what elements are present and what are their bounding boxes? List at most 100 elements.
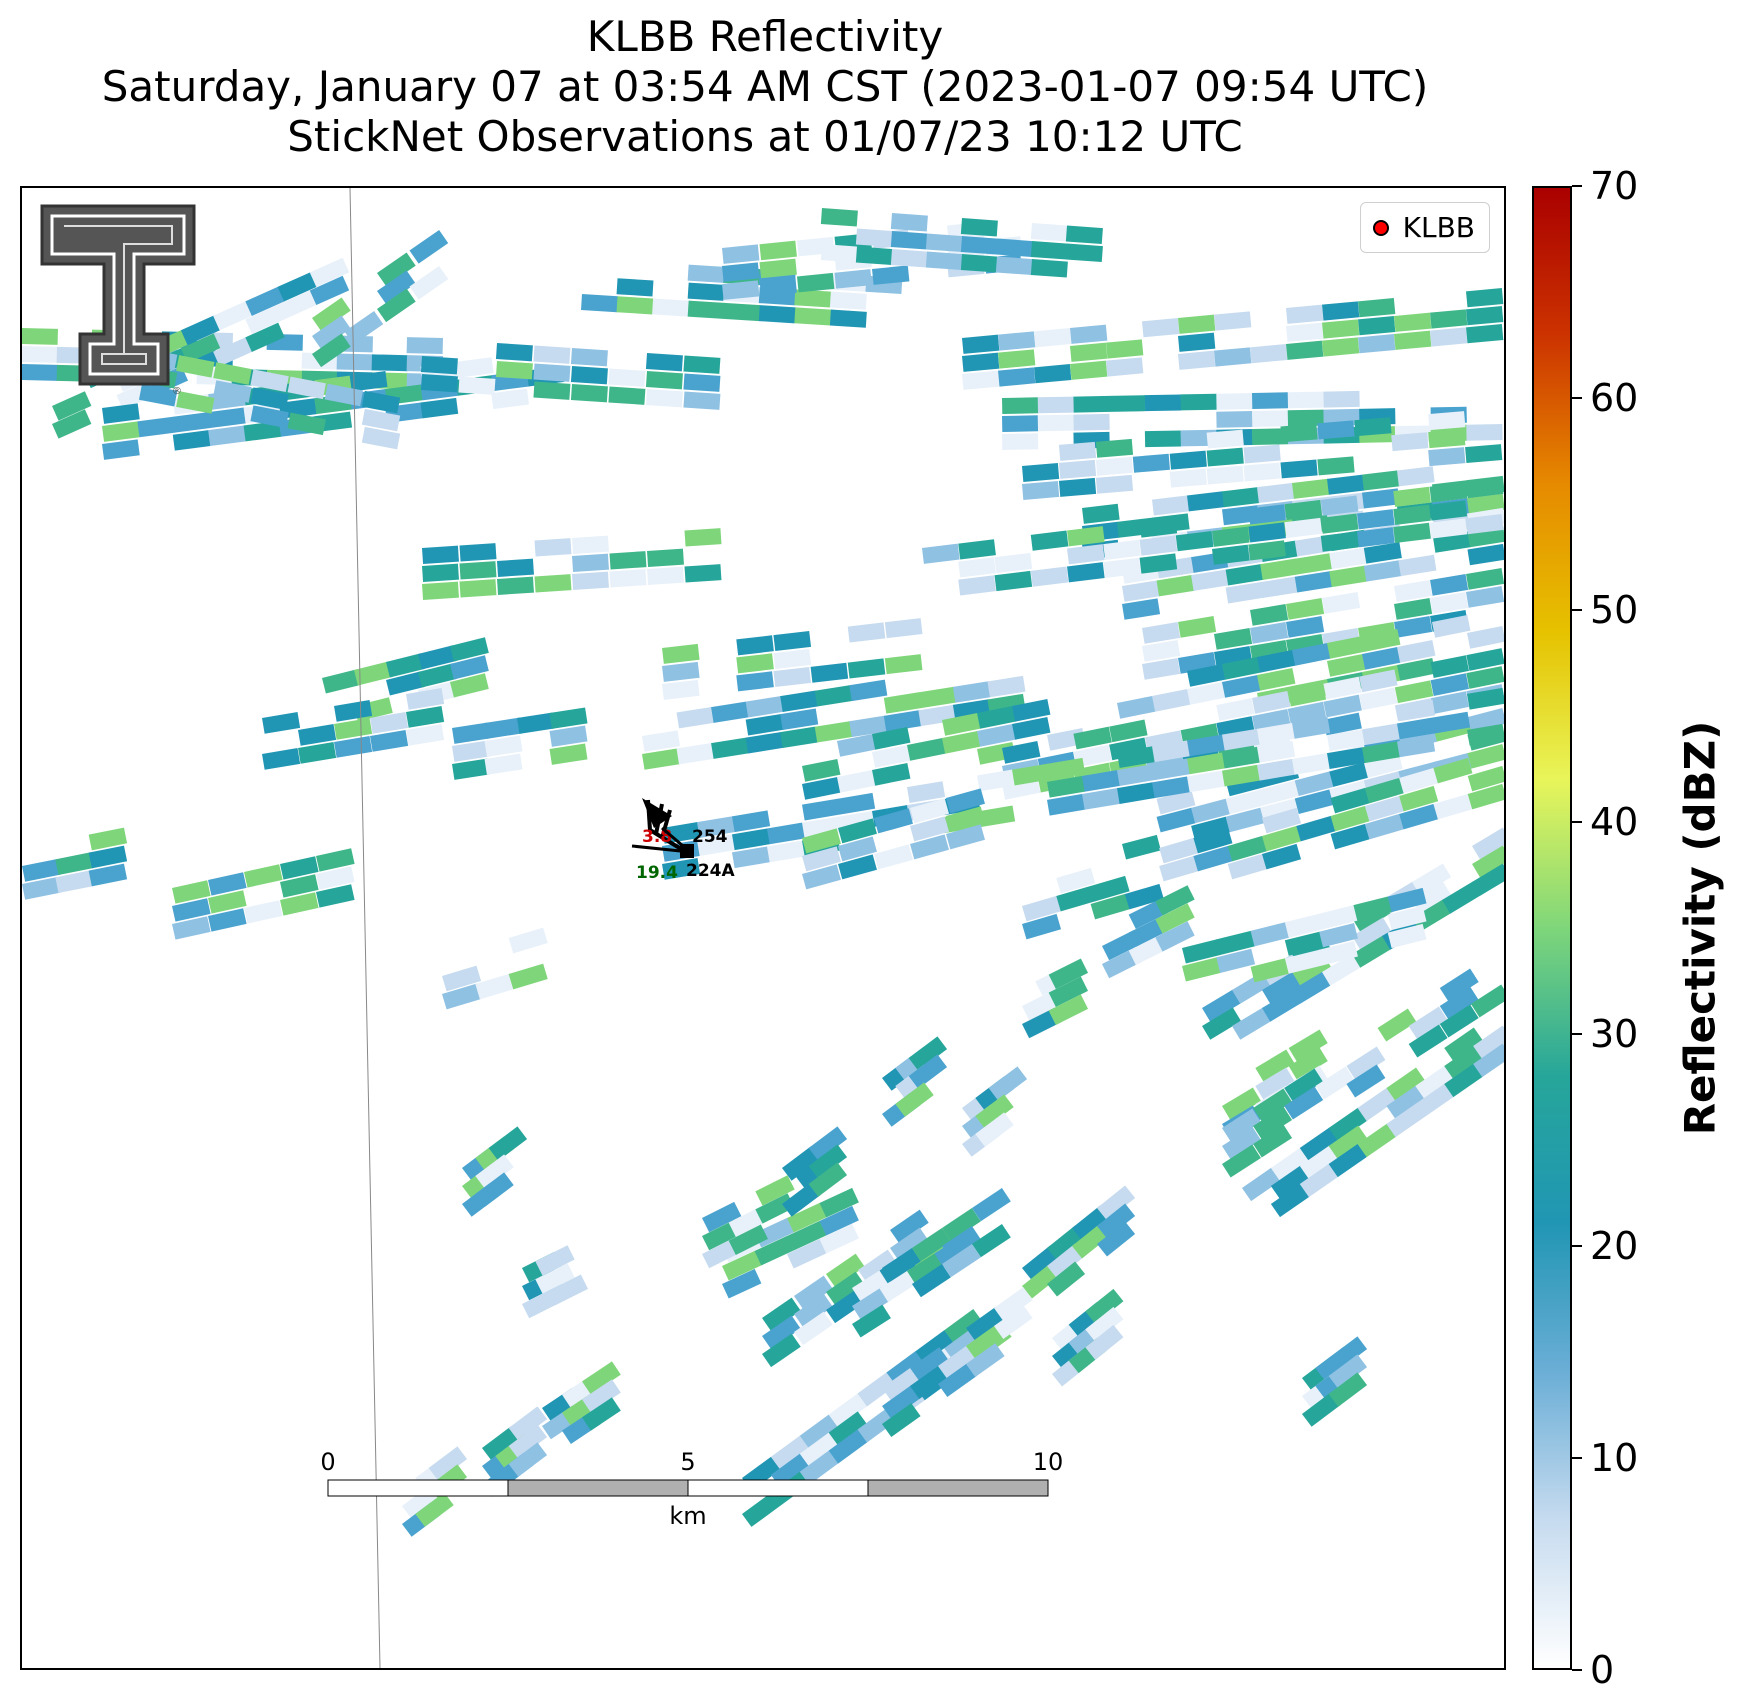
- reflectivity-cell: [312, 297, 351, 332]
- reflectivity-cell: [484, 753, 523, 775]
- reflectivity-cell: [1287, 701, 1327, 725]
- reflectivity-cell: [1262, 989, 1302, 1022]
- reflectivity-cell: [781, 1182, 821, 1217]
- reflectivity-cell: [1286, 598, 1325, 620]
- reflectivity-cell: [243, 420, 282, 442]
- station-224A-id: 224A: [686, 861, 735, 881]
- reflectivity-cell: [652, 298, 690, 317]
- reflectivity-cell: [406, 337, 443, 355]
- reflectivity-cell: [728, 1224, 769, 1255]
- reflectivity-cell: [912, 1264, 951, 1298]
- reflectivity-cell: [1386, 1085, 1426, 1120]
- reflectivity-cell: [1122, 580, 1161, 602]
- reflectivity-cell: [1358, 298, 1396, 318]
- station-224A[interactable]: 19.4 224A: [631, 826, 735, 883]
- reflectivity-cell: [890, 1209, 929, 1244]
- reflectivity-cell: [1294, 771, 1334, 797]
- reflectivity-cell: [787, 1220, 827, 1251]
- reflectivity-cell: [687, 282, 725, 301]
- reflectivity-cell: [1187, 663, 1226, 687]
- reflectivity-cell: [422, 563, 459, 582]
- radar-map-canvas: ® 3.8 254 19.4 224A: [22, 188, 1504, 1668]
- reflectivity-cell: [1294, 789, 1334, 815]
- reflectivity-cell: [1466, 324, 1504, 344]
- reflectivity-cell: [1280, 423, 1318, 443]
- reflectivity-cell: [324, 383, 364, 407]
- reflectivity-cell: [1034, 328, 1072, 348]
- reflectivity-cell: [662, 858, 701, 880]
- reflectivity-cell: [1144, 430, 1182, 448]
- reflectivity-cell: [1467, 493, 1504, 515]
- reflectivity-cell: [1187, 770, 1226, 793]
- reflectivity-cell: [1002, 397, 1039, 414]
- reflectivity-cell: [829, 309, 867, 328]
- reflectivity-cell: [942, 712, 981, 736]
- reflectivity-cell: [1252, 428, 1289, 445]
- reflectivity-cell: [422, 545, 459, 564]
- reflectivity-cell: [361, 390, 401, 414]
- reflectivity-cell: [1399, 803, 1439, 830]
- reflectivity-cell: [958, 557, 996, 578]
- reflectivity-cell: [1328, 1143, 1368, 1178]
- reflectivity-cell: [22, 876, 61, 900]
- reflectivity-cell: [1151, 758, 1191, 781]
- reflectivity-cell: [912, 1228, 951, 1262]
- reflectivity-cell: [1047, 1261, 1086, 1297]
- reflectivity-cell: [1294, 571, 1333, 593]
- reflectivity-cell: [802, 864, 841, 890]
- reflectivity-cell: [1387, 923, 1427, 949]
- reflectivity-cell: [1216, 698, 1255, 721]
- reflectivity-cell: [1047, 1225, 1086, 1261]
- reflectivity-cell: [1021, 462, 1060, 482]
- reflectivity-cell: [535, 1245, 575, 1276]
- reflectivity-cell: [987, 675, 1026, 698]
- reflectivity-cell: [1191, 569, 1230, 591]
- reflectivity-cell: [793, 1311, 833, 1346]
- reflectivity-cell: [1359, 669, 1398, 693]
- reflectivity-cell: [309, 257, 350, 288]
- reflectivity-cell: [1012, 698, 1051, 722]
- reflectivity-cell: [972, 1188, 1011, 1222]
- reflectivity-cell: [608, 368, 646, 387]
- reflectivity-cell: [732, 810, 771, 833]
- reflectivity-cell: [1439, 968, 1479, 1002]
- reflectivity-cell: [1394, 312, 1432, 332]
- reflectivity-cell: [889, 1227, 929, 1262]
- reflectivity-cell: [420, 397, 459, 419]
- reflectivity-cell: [496, 558, 534, 577]
- reflectivity-cell: [1159, 855, 1199, 882]
- reflectivity-cell: [1257, 758, 1296, 781]
- reflectivity-cell: [1467, 783, 1504, 810]
- reflectivity-cell: [819, 1187, 859, 1218]
- reflectivity-cells: [22, 208, 1504, 1537]
- reflectivity-cell: [745, 714, 784, 736]
- colorbar-tick-mark: [1572, 821, 1582, 823]
- radar-map[interactable]: ® 3.8 254 19.4 224A: [20, 186, 1506, 1670]
- reflectivity-cell: [102, 421, 140, 442]
- reflectivity-cell: [1396, 735, 1436, 758]
- reflectivity-cell: [895, 1082, 934, 1117]
- reflectivity-cell: [826, 1253, 865, 1288]
- reflectivity-cell: [697, 834, 736, 856]
- reflectivity-cell: [741, 1492, 781, 1527]
- reflectivity-cell: [409, 266, 449, 300]
- reflectivity-cell: [767, 822, 806, 845]
- reflectivity-cell: [1465, 478, 1504, 499]
- reflectivity-cell: [459, 579, 497, 598]
- reflectivity-cell: [1225, 789, 1265, 815]
- reflectivity-cell: [1056, 867, 1096, 894]
- reflectivity-cell: [1393, 598, 1433, 620]
- reflectivity-cell: [645, 353, 683, 372]
- reflectivity-cell: [1132, 453, 1170, 473]
- reflectivity-cell: [1260, 780, 1300, 806]
- reflectivity-cell: [1085, 1288, 1124, 1324]
- reflectivity-cell: [773, 667, 812, 688]
- reflectivity-cell: [1151, 740, 1191, 763]
- reflectivity-cell: [245, 322, 285, 352]
- reflectivity-cell: [1328, 1125, 1368, 1160]
- reflectivity-cell: [890, 231, 928, 250]
- reflectivity-cell: [952, 681, 991, 703]
- reflectivity-cell: [1214, 628, 1253, 650]
- reflectivity-cell: [871, 744, 911, 768]
- reflectivity-cell: [1047, 775, 1086, 798]
